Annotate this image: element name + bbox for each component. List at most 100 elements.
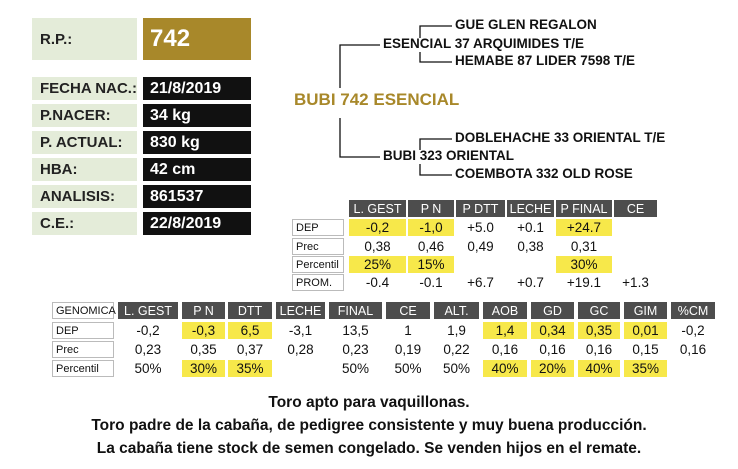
dam-sire: DOBLEHACHE 33 ORIENTAL T/E — [455, 130, 666, 145]
cell: -1,0 — [408, 219, 454, 236]
cell: 0,37 — [236, 342, 264, 357]
field-value: 861537 — [143, 185, 251, 208]
cell: -3,1 — [288, 323, 313, 338]
cell: 50% — [134, 361, 162, 376]
cell: 15% — [408, 256, 454, 273]
cell: 0,19 — [394, 342, 422, 357]
cell: 0,16 — [491, 342, 519, 357]
cell: 0,34 — [531, 322, 574, 339]
cell: +6.7 — [467, 275, 494, 290]
cell: +19.1 — [566, 275, 602, 290]
cell: -0,2 — [136, 323, 160, 338]
column-header: CE — [614, 200, 657, 217]
cell: 50% — [442, 361, 471, 376]
cell: 1,4 — [483, 322, 527, 339]
field-value: 42 cm — [143, 158, 251, 181]
field-label: FECHA NAC.: — [32, 77, 137, 100]
cell: 0,16 — [679, 342, 707, 357]
dam-dam: COEMBOTA 332 OLD ROSE — [455, 166, 633, 181]
field-label: C.E.: — [32, 212, 137, 235]
cell: 0,49 — [467, 239, 494, 254]
cell: 0,38 — [364, 239, 391, 254]
column-header: FINAL — [329, 302, 382, 319]
cell: -0,3 — [182, 322, 225, 339]
dam: BUBI 323 ORIENTAL — [383, 148, 515, 163]
cell: 0,15 — [632, 342, 659, 357]
cell: 0,38 — [517, 239, 544, 254]
cell: 40% — [483, 360, 527, 377]
cell: 50% — [341, 361, 370, 376]
field-value: 22/8/2019 — [143, 212, 251, 235]
row-label: Prec — [52, 341, 114, 358]
column-header: CE — [386, 302, 430, 319]
column-header: L. GEST — [118, 302, 178, 319]
cell: 35% — [228, 360, 272, 377]
cell: 30% — [556, 256, 612, 273]
cell: +24.7 — [556, 219, 612, 236]
cell: -0,2 — [349, 219, 406, 236]
note: Toro apto para vaquillonas. — [268, 394, 470, 411]
row-label: Percentil — [292, 256, 344, 273]
sire-dam: HEMABE 87 LIDER 7598 T/E — [455, 53, 636, 68]
cell: 0,23 — [134, 342, 162, 357]
cell: +1.3 — [622, 275, 649, 290]
row-label: DEP — [52, 322, 114, 339]
row-label: PROM. — [292, 274, 344, 291]
field-label: R.P.: — [32, 18, 137, 60]
cell: 0,35 — [578, 322, 620, 339]
cell: 0,23 — [342, 342, 369, 357]
cell: 1,9 — [447, 323, 466, 338]
field-value: 34 kg — [143, 104, 251, 127]
cell: 20% — [531, 360, 574, 377]
cell: 0,22 — [443, 342, 470, 357]
column-header: GC — [578, 302, 620, 319]
column-header: GD — [531, 302, 574, 319]
sire: ESENCIAL 37 ARQUIMIDES T/E — [383, 36, 585, 51]
cell: -0.4 — [365, 275, 390, 290]
cell: 35% — [624, 360, 667, 377]
field-value: 21/8/2019 — [143, 77, 251, 100]
field-label: P. ACTUAL: — [32, 131, 137, 154]
cell: -0.1 — [419, 275, 443, 290]
row-label: Prec — [292, 238, 344, 255]
column-header: L. GEST — [349, 200, 406, 217]
column-header: GIM — [624, 302, 667, 319]
animal-name: BUBI 742 ESENCIAL — [294, 90, 460, 109]
table-title: GENOMICA — [52, 302, 116, 319]
column-header: AOB — [483, 302, 527, 319]
cell: 40% — [578, 360, 620, 377]
column-header: LECHE — [507, 200, 554, 217]
note: Toro padre de la cabaña, de pedigree con… — [91, 417, 647, 434]
field-label: HBA: — [32, 158, 137, 181]
cell: 0,35 — [190, 342, 217, 357]
field-value: 742 — [143, 18, 251, 60]
column-header: LECHE — [276, 302, 325, 319]
cell: 0,01 — [624, 322, 667, 339]
column-header: ALT. — [434, 302, 479, 319]
row-label: DEP — [292, 219, 344, 236]
cell: -0,2 — [681, 323, 705, 338]
note: La cabaña tiene stock de semen congelado… — [96, 440, 642, 457]
row-label: Percentil — [52, 360, 114, 377]
cell: 0,28 — [287, 342, 314, 357]
field-label: P.NACER: — [32, 104, 137, 127]
cell: 0,16 — [585, 342, 613, 357]
column-header: P N — [182, 302, 225, 319]
cell: 25% — [349, 256, 406, 273]
field-value: 830 kg — [143, 131, 251, 154]
cell: 13,5 — [342, 323, 369, 338]
column-header: P FINAL — [556, 200, 612, 217]
column-header: P N — [408, 200, 454, 217]
cell: 6,5 — [228, 322, 272, 339]
column-header: DTT — [228, 302, 272, 319]
cell: 30% — [182, 360, 225, 377]
cell: +0.7 — [517, 275, 544, 290]
cell: 1 — [404, 323, 412, 338]
cell: 50% — [394, 361, 422, 376]
cell: 0,16 — [539, 342, 566, 357]
field-label: ANALISIS: — [32, 185, 137, 208]
cell: 0,31 — [570, 239, 598, 254]
cell: +0.1 — [517, 220, 544, 235]
